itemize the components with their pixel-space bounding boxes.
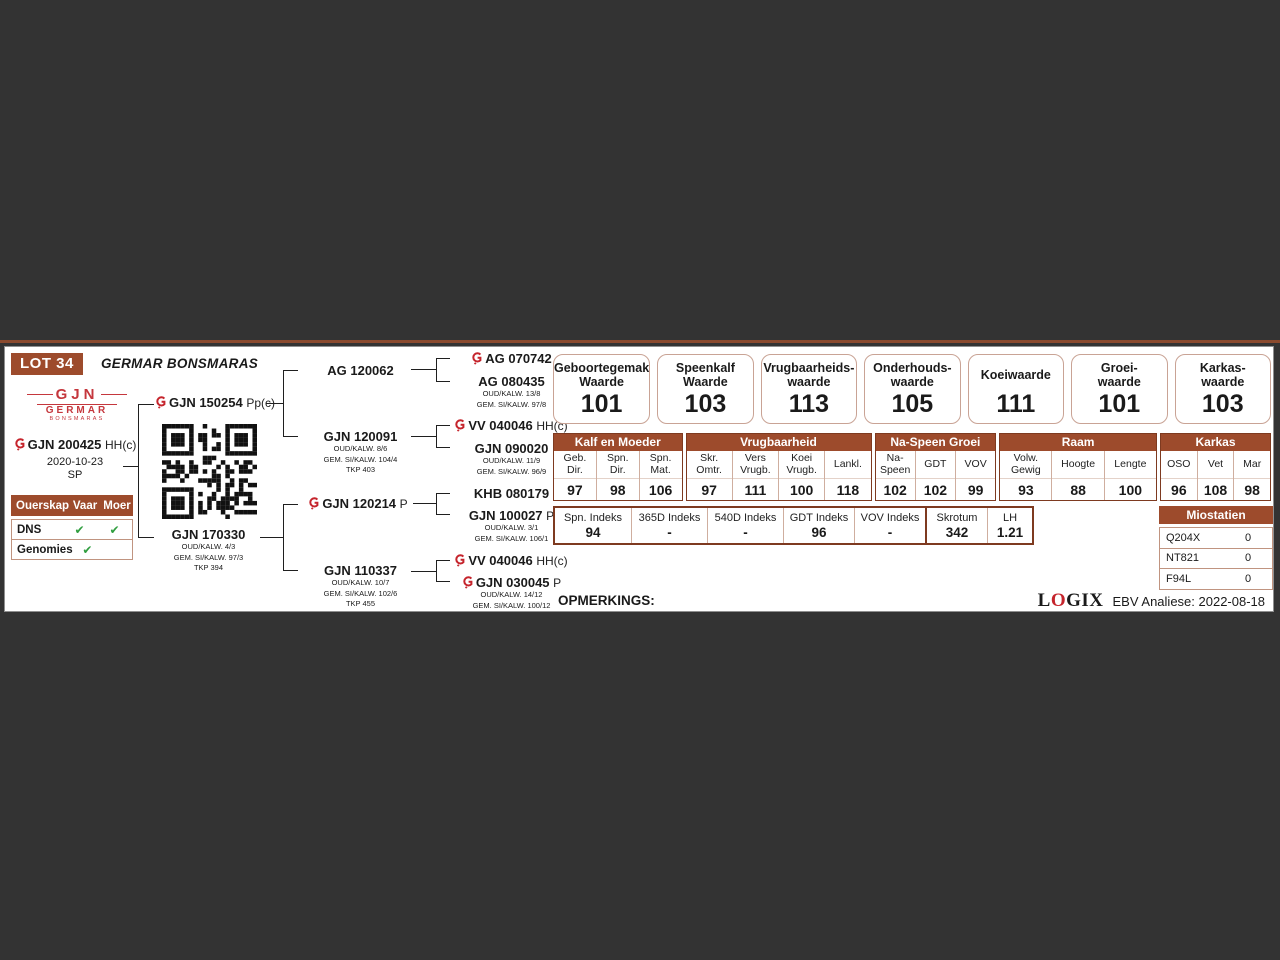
ebv-box-koeiwaarde: Koeiwaarde 111: [967, 354, 1065, 424]
pedigree-bracket: [283, 370, 298, 437]
breeder-logo-gjn: GJN: [55, 386, 99, 403]
pedigree-node: AG 080435 OUD/KALW. 13/8 GEM. SI/KALW. 9…: [476, 374, 547, 409]
stats-section-vrugbaarheid: Vrugbaarheid Skr. Omtr. 97 Vers Vrugb. 111…: [685, 433, 872, 501]
parentage-row-label: DNS: [17, 523, 42, 536]
lot-animal-herd-code: SP: [67, 469, 83, 481]
table-row: F94L 0: [1160, 568, 1272, 589]
ebv-box-row: Geboortegemak Waarde 101 Speenkalf Waarde …: [553, 354, 1271, 424]
pedigree-node-dam: GJN 170330 OUD/KALW. 4/3 GEM. SI/KALW. 9…: [171, 527, 246, 572]
ebv-box-speenkalf: Speenkalf Waarde 103: [657, 354, 754, 424]
miostatien-header: Miostatien: [1159, 506, 1273, 524]
lot-animal: GJN 200425 HH(c) 2020-10-23 SP: [7, 437, 143, 481]
parentage-row-label: Genomies: [17, 543, 73, 556]
pedigree-node: GJN 120091 OUD/KALW. 8/6 GEM. SI/KALW. 1…: [323, 429, 398, 474]
miostatien-table: Miostatien Q204X 0 NT821 0 F94L 0: [1159, 506, 1273, 590]
table-row: DNS ✔ ✔: [12, 520, 132, 539]
ebv-box-geboortegemak: Geboortegemak Waarde 101: [553, 354, 651, 424]
parentage-table: Ouerskap Vaar Moer DNS ✔ ✔ Genomies ✔: [11, 495, 133, 560]
pedigree-bracket: [283, 504, 298, 571]
ebv-box-vrugbaarheid: Vrugbaarheids-waarde 113: [760, 354, 858, 424]
ebv-box-onderhoud: Onderhouds-waarde 105: [864, 354, 961, 424]
table-row: Q204X 0: [1166, 531, 1252, 544]
pedigree-connector: [411, 436, 436, 437]
pedigree-connector: [260, 537, 283, 538]
pedigree-connector: [413, 503, 436, 504]
index-table: Spn. Indeks 94 365D Indeks - 540D Indeks - …: [553, 506, 1034, 545]
lot-animal-dob: 2020-10-23: [46, 456, 104, 468]
breed-brand-icon: [462, 576, 473, 589]
pedigree-bracket: [436, 358, 450, 382]
logix-logo: LOGIX: [1037, 590, 1104, 611]
breed-brand-icon: [454, 554, 465, 567]
table-row: NT821 0: [1160, 547, 1272, 569]
stats-section-kalf-en-moeder: Kalf en Moeder Geb. Dir. 97 Spn. Dir. 98 S…: [553, 433, 683, 501]
pedigree-connector: [123, 466, 138, 467]
pedigree-node: GJN 030045 P OUD/KALW. 14/12 GEM. SI/KAL…: [445, 575, 578, 611]
pedigree-node: GJN 110337 OUD/KALW. 10/7 GEM. SI/KALW. …: [323, 563, 398, 608]
table-row: Genomies ✔: [12, 539, 132, 559]
pedigree-node: GJN 100027 P OUD/KALW. 3/1 GEM. SI/KALW.…: [468, 508, 555, 543]
pedigree-node-sire: GJN 150254 Pp(c): [150, 395, 280, 410]
breed-brand-icon: [308, 497, 319, 510]
lot-animal-id: GJN 200425: [27, 437, 102, 452]
opmerkings-label: OPMERKINGS:: [558, 593, 655, 608]
stats-section-na-speen-groei: Na-Speen Groei Na- Speen 102 GDT 102 VOV 99: [874, 433, 997, 501]
pedigree-connector: [411, 571, 436, 572]
pedigree-node: GJN 120214 P: [293, 496, 423, 511]
analysis-date: EBV Analiese: 2022-08-18: [1112, 594, 1266, 609]
pedigree-connector: [266, 403, 283, 404]
breed-brand-icon: [155, 396, 166, 409]
check-icon: ✔: [82, 542, 93, 557]
pedigree-connector: [411, 369, 436, 370]
pedigree-bracket: [138, 404, 154, 538]
pedigree-bracket: [436, 493, 450, 515]
pedigree-node: VV 040046 HH(c): [441, 553, 581, 568]
lot-badge: LOT 34: [11, 353, 83, 375]
catalog-sheet: LOT 34 GERMAR BONSMARAS GJN GERMAR BONSM…: [4, 346, 1274, 612]
pedigree-node: GJN 090020 OUD/KALW. 11/9 GEM. SI/KALW. …: [474, 441, 549, 476]
parentage-header-vaar: Vaar: [72, 499, 98, 512]
check-icon: ✔: [109, 522, 120, 537]
stats-section-raam: Raam Volw. Gewig 93 Hoogte 88 Lengte 100: [999, 433, 1157, 501]
pedigree-bracket: [436, 560, 450, 582]
breed-brand-icon: [454, 419, 465, 432]
pedigree-bracket: [436, 425, 450, 448]
qr-code: [162, 424, 257, 519]
pedigree-node: AG 120062: [327, 363, 394, 378]
page-top-rule: [0, 340, 1280, 343]
breed-brand-icon: [14, 438, 25, 451]
page-title: GERMAR BONSMARAS: [101, 356, 259, 371]
parentage-header: Ouerskap: [16, 499, 70, 512]
pedigree-node: AG 070742: [449, 351, 574, 366]
stats-section-karkas: Karkas OSO 96 Vet 108 Mar 98: [1159, 433, 1272, 501]
breeder-logo: GJN GERMAR BONSMARAS: [27, 387, 127, 423]
parentage-header-moer: Moer: [103, 499, 131, 512]
breeder-logo-germar: GERMAR: [37, 403, 117, 417]
ebv-stats-table: Kalf en Moeder Geb. Dir. 97 Spn. Dir. 98 S…: [553, 433, 1272, 501]
check-icon: ✔: [74, 522, 85, 537]
footer: LOGIX EBV Analiese: 2022-08-18: [1038, 590, 1265, 612]
ebv-box-groei: Groei-waarde 101: [1071, 354, 1168, 424]
breed-brand-icon: [471, 352, 482, 365]
lot-animal-suffix: HH(c): [105, 438, 137, 452]
pedigree-node: KHB 080179: [473, 486, 550, 501]
breeder-logo-bonsmaras: BONSMARAS: [49, 416, 105, 423]
ebv-box-karkas: Karkas-waarde 103: [1174, 354, 1271, 424]
